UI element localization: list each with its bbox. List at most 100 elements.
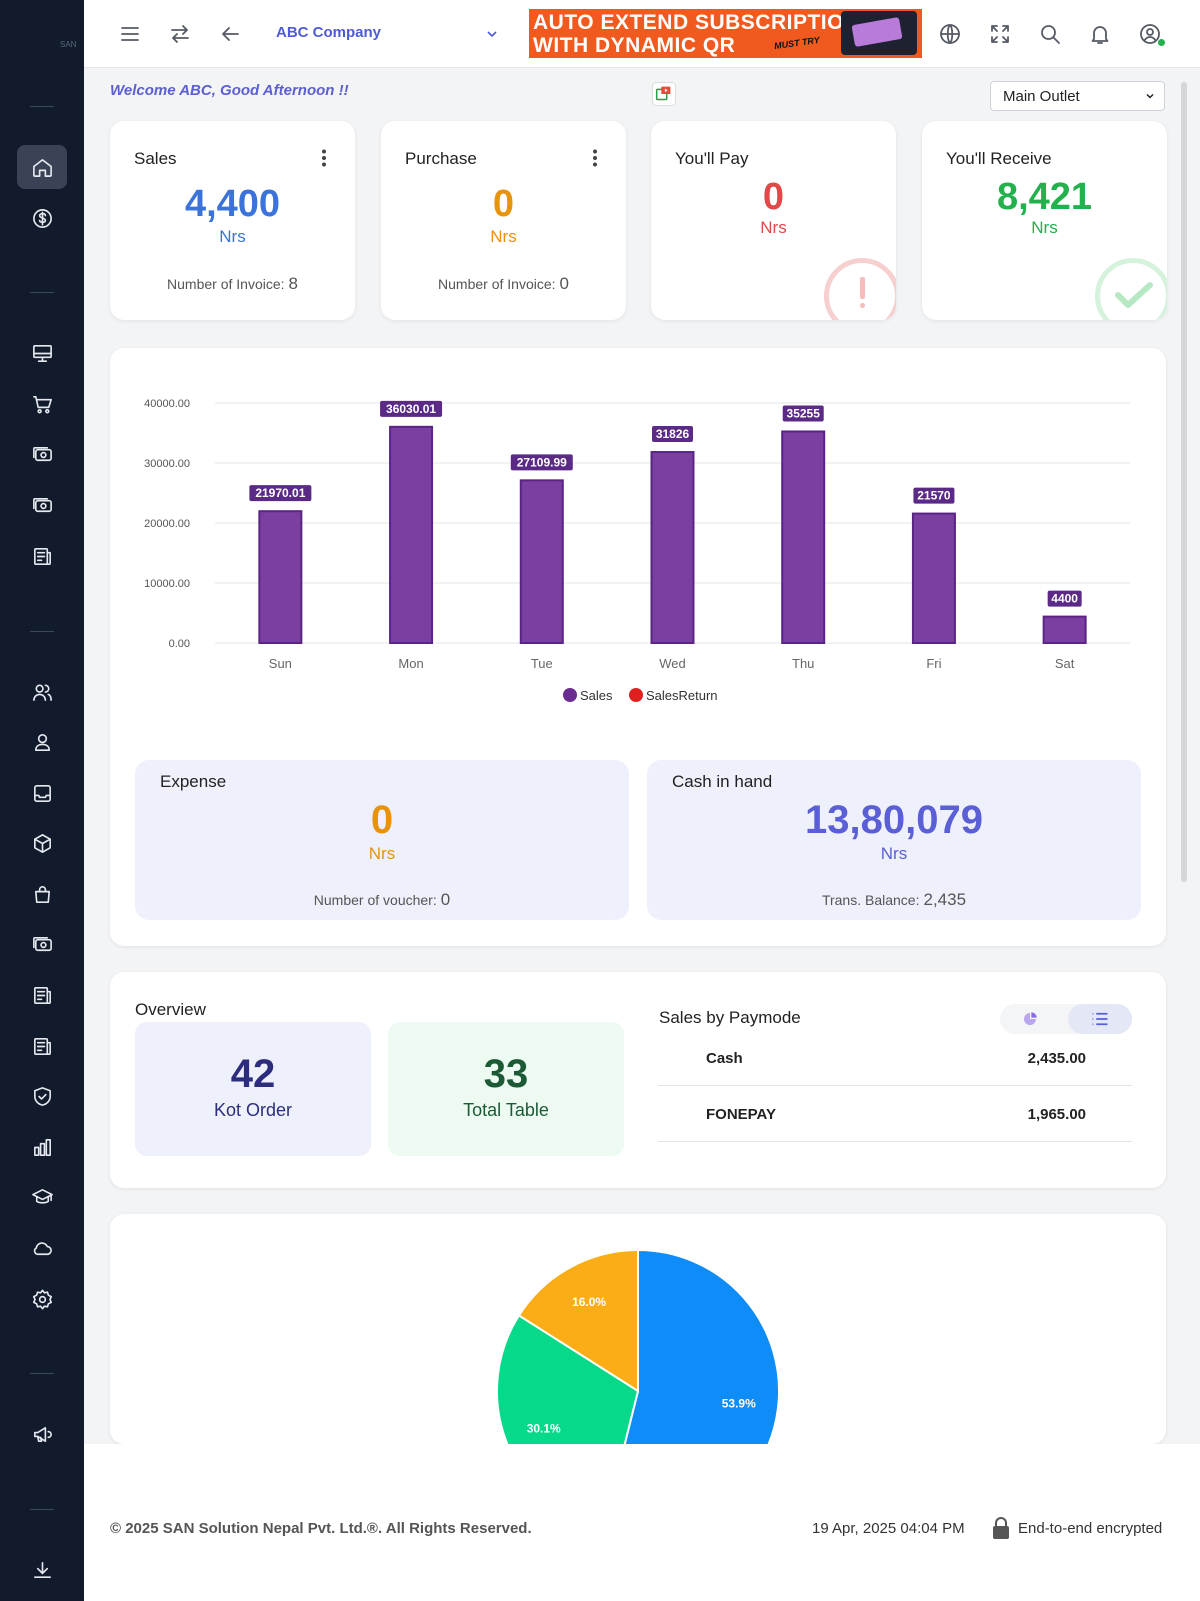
switch-button[interactable]: [162, 16, 198, 52]
pay-card: You'll Pay 0 Nrs: [651, 121, 896, 320]
sidebar-item-payments[interactable]: [17, 922, 67, 966]
receive-value: 8,421: [996, 176, 1093, 218]
sidebar-item-ledger[interactable]: [17, 973, 67, 1017]
sidebar-item-cart[interactable]: [17, 382, 67, 426]
home-icon: [32, 158, 52, 177]
x-tick-label: Tue: [531, 656, 553, 671]
back-button[interactable]: [212, 16, 248, 52]
sidebar-item-announcements[interactable]: [17, 1412, 67, 1456]
sales-bar-chart: 40000.00 30000.00 20000.00 10000.00 0.00 2197…: [144, 398, 1130, 703]
sidebar-item-purchase[interactable]: [17, 872, 67, 916]
legend-label: SalesReturn: [646, 688, 718, 703]
hamburger-icon: [121, 27, 139, 41]
sidebar-item-products[interactable]: [17, 821, 67, 865]
data-label: 27109.99: [517, 455, 567, 469]
promo-banner[interactable]: AUTO EXTEND SUBSCRIPTION WITH DYNAMIC QR…: [529, 9, 922, 58]
invoice-label: Number of Invoice:: [167, 276, 285, 292]
sidebar-item-settings[interactable]: [17, 1277, 67, 1321]
newspaper-icon: [33, 1037, 51, 1055]
more-options-icon[interactable]: [592, 149, 598, 167]
bar-fri: [911, 512, 956, 644]
data-label: 36030.01: [386, 402, 436, 416]
card-title: You'll Pay: [675, 149, 749, 168]
paymode-title: Sales by Paymode: [659, 1008, 801, 1027]
sidebar-item-cash-2[interactable]: [17, 483, 67, 527]
cart-icon: [32, 395, 52, 413]
bag-icon: [34, 885, 50, 903]
voucher-count: 0: [440, 890, 451, 909]
sidebar-item-cloud[interactable]: [17, 1226, 67, 1270]
video-icon[interactable]: [652, 82, 676, 106]
menu-button[interactable]: [112, 16, 148, 52]
legend-swatch: [629, 688, 643, 702]
pie-view-button[interactable]: [1000, 1004, 1060, 1034]
sidebar-item-analytics[interactable]: [17, 1125, 67, 1169]
overview-card: Overview 42 Kot Order 33 Total Table Sal…: [110, 972, 1166, 1188]
scrollbar[interactable]: [1181, 82, 1187, 882]
x-tick-label: Fri: [926, 656, 941, 671]
expense-card: Expense 0 Nrs Number of voucher: 0: [135, 760, 629, 920]
profile-button[interactable]: [1132, 16, 1168, 52]
y-tick-label: 0.00: [169, 638, 190, 650]
x-tick-label: Mon: [398, 656, 423, 671]
x-tick-label: Wed: [659, 656, 686, 671]
chevron-down-icon[interactable]: [484, 26, 500, 42]
sidebar-item-inbox[interactable]: [17, 771, 67, 815]
company-selector[interactable]: ABC Company: [276, 24, 382, 41]
sidebar-item-profile[interactable]: [17, 720, 67, 764]
pay-unit: Nrs: [760, 218, 787, 237]
kot-order-value: 42: [230, 1052, 276, 1096]
sidebar-item-download[interactable]: [17, 1548, 67, 1592]
total-table-label: Total Table: [463, 1100, 549, 1120]
data-label: 4400: [1051, 592, 1078, 606]
sidebar-item-cash[interactable]: [17, 432, 67, 476]
sidebar-item-journal[interactable]: [17, 1024, 67, 1068]
list-icon: [1092, 1012, 1108, 1026]
sidebar-item-security[interactable]: [17, 1074, 67, 1118]
voucher-label: Number of voucher:: [313, 892, 437, 908]
search-button[interactable]: [1032, 16, 1068, 52]
sidebar-item-users[interactable]: [17, 670, 67, 714]
expand-icon: [991, 25, 1009, 43]
total-table-box: 33 Total Table: [388, 1022, 624, 1156]
cash-title: Cash in hand: [672, 772, 773, 791]
sidebar-divider: [30, 106, 54, 107]
sidebar-item-reports[interactable]: [17, 534, 67, 578]
sales-card: Sales 4,400 Nrs Number of Invoice: 8: [110, 121, 355, 320]
overview-title: Overview: [135, 1000, 206, 1019]
sidebar-item-home[interactable]: [17, 145, 67, 189]
pie-slice: [517, 1248, 639, 1393]
outlet-select[interactable]: Main Outlet: [990, 81, 1165, 111]
search-icon: [1041, 25, 1060, 44]
megaphone-icon: [33, 1426, 52, 1442]
sidebar-item-pos[interactable]: [17, 331, 67, 375]
invoice-count: 0: [559, 274, 569, 293]
more-options-icon[interactable]: [321, 149, 327, 167]
alert-icon: [824, 258, 896, 320]
data-label: 21570: [917, 489, 951, 503]
sidebar-logo: SAN: [60, 40, 77, 49]
cash-unit: Nrs: [880, 844, 908, 863]
y-tick-label: 20000.00: [144, 518, 190, 530]
sidebar-item-finance[interactable]: [17, 196, 67, 240]
date-time: 19 Apr, 2025 04:04 PM: [812, 1520, 965, 1537]
data-label: 31826: [656, 427, 690, 441]
sidebar-item-education[interactable]: [17, 1175, 67, 1219]
bar-wed: [650, 451, 695, 644]
outlet-select-value: Main Outlet: [1003, 88, 1080, 105]
x-tick-label: Thu: [792, 656, 814, 671]
box-icon: [33, 833, 51, 853]
bar-mon: [389, 425, 434, 644]
data-label-bg: [652, 426, 693, 443]
paymode-name: FONEPAY: [706, 1106, 777, 1123]
list-view-button[interactable]: [1068, 1004, 1132, 1034]
expense-unit: Nrs: [368, 844, 396, 863]
fullscreen-button[interactable]: [982, 16, 1018, 52]
pie-label: 53.9%: [722, 1396, 756, 1410]
user-circle-icon: [1140, 24, 1160, 44]
newspaper-icon: [33, 986, 51, 1004]
x-tick-label: Sun: [269, 656, 292, 671]
language-button[interactable]: [932, 16, 968, 52]
gear-icon: [32, 1289, 52, 1309]
notifications-button[interactable]: [1082, 16, 1118, 52]
